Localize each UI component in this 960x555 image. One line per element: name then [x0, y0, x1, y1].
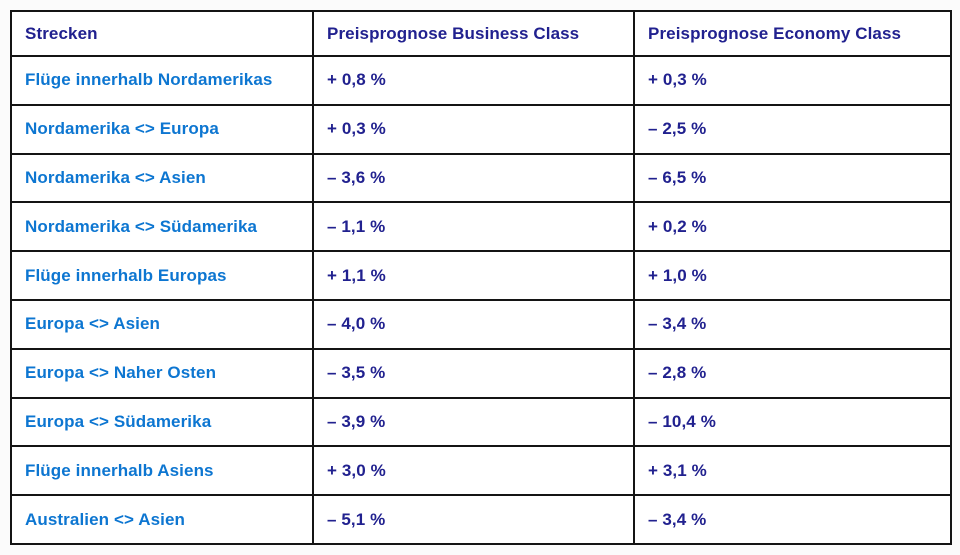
business-forecast-cell: – 1,1 % — [312, 201, 635, 253]
route-cell: Australien <> Asien — [10, 494, 314, 545]
business-forecast-cell: + 3,0 % — [312, 445, 635, 497]
economy-forecast-cell: – 2,8 % — [633, 347, 952, 399]
business-forecast-cell: + 0,3 % — [312, 103, 635, 155]
price-forecast-table: Strecken Preisprognose Business Class Pr… — [10, 10, 952, 545]
route-cell: Flüge innerhalb Europas — [10, 250, 314, 301]
economy-forecast-cell: + 0,2 % — [633, 201, 952, 253]
route-cell: Europa <> Südamerika — [10, 396, 314, 448]
table-row: Europa <> Naher Osten – 3,5 % – 2,8 % — [10, 347, 952, 399]
table-row: Europa <> Asien – 4,0 % – 3,4 % — [10, 298, 952, 350]
price-forecast-table-container: Strecken Preisprognose Business Class Pr… — [10, 10, 952, 545]
economy-forecast-cell: + 0,3 % — [633, 55, 952, 106]
header-row: Strecken Preisprognose Business Class Pr… — [10, 10, 952, 57]
economy-forecast-cell: – 2,5 % — [633, 103, 952, 155]
route-cell: Europa <> Naher Osten — [10, 347, 314, 399]
table-row: Nordamerika <> Europa + 0,3 % – 2,5 % — [10, 103, 952, 155]
table-row: Flüge innerhalb Nordamerikas + 0,8 % + 0,3… — [10, 55, 952, 106]
table-row: Europa <> Südamerika – 3,9 % – 10,4 % — [10, 396, 952, 448]
route-cell: Flüge innerhalb Nordamerikas — [10, 55, 314, 106]
business-forecast-cell: – 3,9 % — [312, 396, 635, 448]
table-row: Flüge innerhalb Europas + 1,1 % + 1,0 % — [10, 250, 952, 301]
route-cell: Flüge innerhalb Asiens — [10, 445, 314, 497]
table-row: Flüge innerhalb Asiens + 3,0 % + 3,1 % — [10, 445, 952, 497]
business-forecast-cell: – 3,5 % — [312, 347, 635, 399]
table-body: Flüge innerhalb Nordamerikas + 0,8 % + 0,3… — [10, 55, 952, 545]
business-forecast-cell: – 4,0 % — [312, 298, 635, 350]
business-forecast-cell: – 5,1 % — [312, 494, 635, 545]
economy-forecast-cell: + 3,1 % — [633, 445, 952, 497]
table-header: Strecken Preisprognose Business Class Pr… — [10, 10, 952, 57]
route-cell: Nordamerika <> Südamerika — [10, 201, 314, 253]
economy-forecast-cell: – 3,4 % — [633, 298, 952, 350]
route-cell: Europa <> Asien — [10, 298, 314, 350]
column-header-business-class: Preisprognose Business Class — [312, 10, 635, 57]
business-forecast-cell: – 3,6 % — [312, 152, 635, 204]
table-row: Australien <> Asien – 5,1 % – 3,4 % — [10, 494, 952, 545]
economy-forecast-cell: – 10,4 % — [633, 396, 952, 448]
route-cell: Nordamerika <> Asien — [10, 152, 314, 204]
route-cell: Nordamerika <> Europa — [10, 103, 314, 155]
business-forecast-cell: + 1,1 % — [312, 250, 635, 301]
business-forecast-cell: + 0,8 % — [312, 55, 635, 106]
table-row: Nordamerika <> Südamerika – 1,1 % + 0,2 % — [10, 201, 952, 253]
column-header-economy-class: Preisprognose Economy Class — [633, 10, 952, 57]
economy-forecast-cell: + 1,0 % — [633, 250, 952, 301]
column-header-strecken: Strecken — [10, 10, 314, 57]
table-row: Nordamerika <> Asien – 3,6 % – 6,5 % — [10, 152, 952, 204]
economy-forecast-cell: – 6,5 % — [633, 152, 952, 204]
economy-forecast-cell: – 3,4 % — [633, 494, 952, 545]
